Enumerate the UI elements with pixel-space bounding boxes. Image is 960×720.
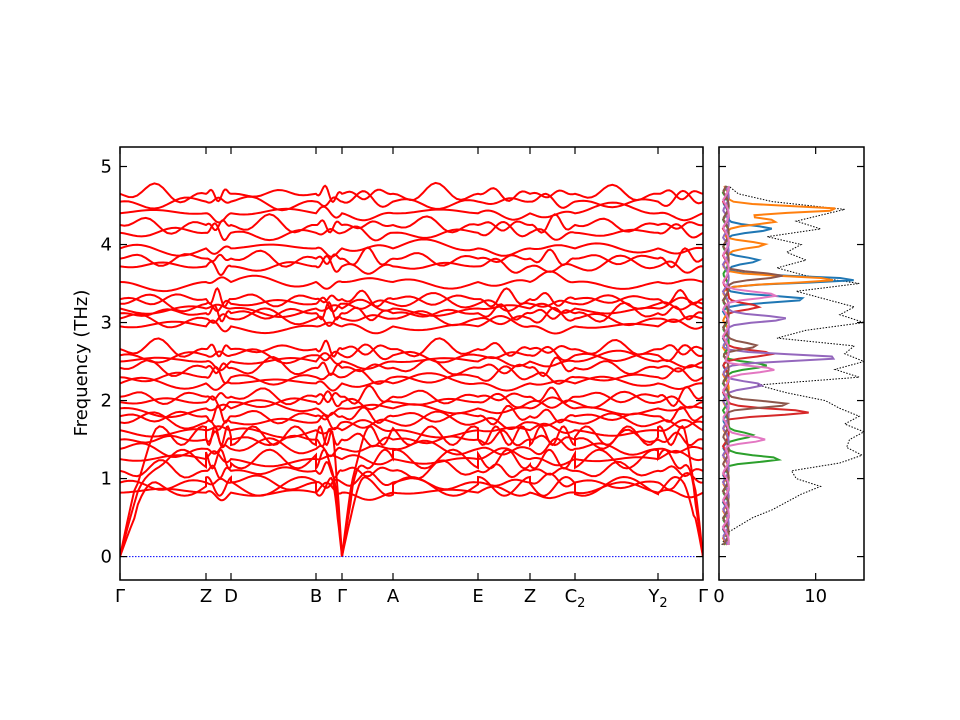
y-tick-label: 2 (101, 391, 112, 412)
dos-x-tick-label: 0 (713, 586, 724, 607)
optical-band (120, 220, 703, 242)
y-tick-label: 0 (101, 547, 112, 568)
y-tick-label: 4 (101, 235, 112, 256)
optical-band (120, 286, 703, 308)
dos-plot-frame (718, 146, 865, 581)
optical-band (120, 349, 703, 372)
optical-band (120, 181, 703, 204)
optical-band (120, 410, 703, 431)
optical-band (120, 437, 703, 459)
x-tick-label: Γ (115, 586, 125, 607)
x-tick-label: B (310, 586, 322, 607)
y-tick-label: 5 (101, 157, 112, 178)
optical-band (120, 481, 703, 502)
x-tick-label: Y2 (647, 586, 667, 611)
optical-band (120, 447, 703, 468)
optical-band (120, 254, 703, 277)
optical-band (120, 404, 703, 426)
band-x-ticks: Γ Z D B Γ A E Z C2 Y2 Γ (115, 586, 708, 611)
optical-band (120, 365, 703, 386)
optical-band (120, 201, 703, 224)
x-tick-label: C2 (565, 586, 586, 611)
optical-band (120, 246, 703, 269)
optical-band (120, 189, 703, 212)
optical-band (120, 396, 703, 419)
dos-lines (721, 185, 864, 546)
optical-band (120, 238, 703, 258)
optical-band (120, 427, 703, 450)
x-tick-label: D (224, 586, 238, 607)
optical-band (120, 314, 703, 335)
optical-band (120, 390, 703, 412)
x-tick-label: Γ (698, 586, 708, 607)
x-tick-label: A (387, 586, 400, 607)
x-tick-label: E (472, 586, 483, 607)
dos-y-ticks (719, 165, 864, 558)
acoustic-band (120, 448, 703, 557)
optical-band (120, 270, 703, 293)
y-tick-label: 1 (101, 469, 112, 490)
optical-band (120, 470, 703, 491)
optical-band (120, 418, 703, 439)
optical-band (120, 337, 703, 358)
band-lines (120, 181, 703, 557)
optical-band (120, 306, 703, 329)
y-tick-label: 3 (101, 313, 112, 334)
x-tick-label: Z (524, 586, 536, 607)
optical-band (120, 384, 703, 408)
projected-dos-line (721, 185, 791, 546)
dos-panel: 0 10 (713, 146, 865, 607)
x-tick-label: Γ (337, 586, 347, 607)
y-axis-label: Frequency (THz) (71, 290, 92, 437)
band-y-ticks: 0 1 2 3 4 5 (101, 157, 703, 568)
optical-band (120, 355, 703, 378)
optical-band (120, 372, 703, 392)
dos-x-tick-label: 10 (804, 586, 827, 607)
optical-band (120, 300, 703, 323)
x-tick-label: Z (200, 586, 212, 607)
projected-dos-line (721, 185, 780, 546)
optical-band (120, 459, 703, 480)
band-plot-frame (119, 146, 704, 581)
